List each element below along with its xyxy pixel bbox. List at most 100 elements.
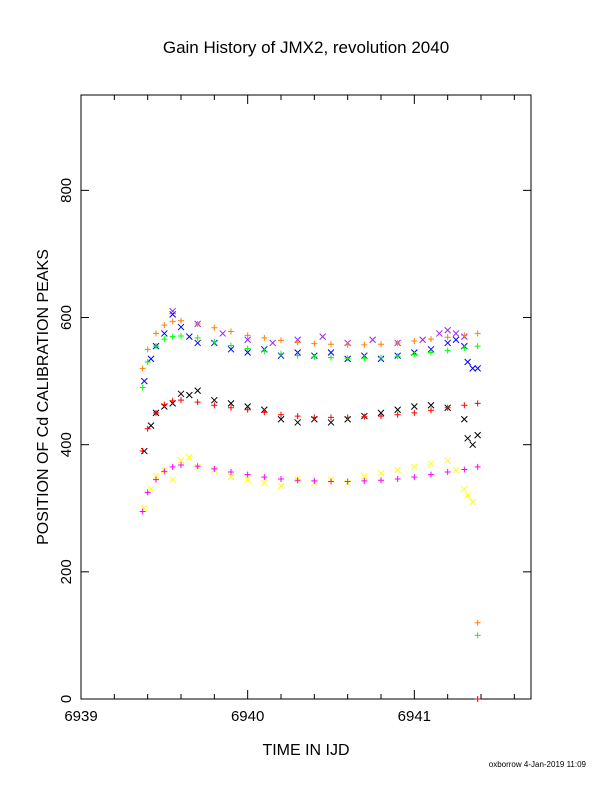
data-point (461, 402, 468, 409)
credit-stamp: oxborrow 4-Jan-2019 11:09 (489, 760, 587, 769)
data-point (177, 323, 185, 331)
data-point (444, 334, 451, 341)
data-point (444, 347, 451, 354)
data-point (369, 336, 377, 344)
data-point (344, 355, 351, 362)
data-point (474, 696, 481, 702)
data-point (169, 463, 176, 470)
data-point (378, 341, 384, 348)
data-point (444, 457, 452, 464)
data-point (139, 508, 146, 515)
data-point (269, 339, 277, 347)
data-point (427, 460, 435, 468)
data-point (144, 346, 151, 353)
data-point (311, 477, 318, 484)
data-point (194, 463, 201, 470)
data-point (344, 478, 351, 485)
data-point (139, 365, 146, 372)
data-point (344, 341, 351, 348)
data-point (147, 422, 155, 429)
data-point (294, 413, 301, 420)
data-point (327, 419, 335, 426)
plot-frame (80, 94, 532, 700)
data-point (144, 489, 151, 496)
data-point (377, 409, 385, 417)
data-point (419, 336, 427, 344)
data-point (328, 414, 334, 421)
data-point (428, 407, 434, 414)
data-point (140, 377, 148, 385)
data-point (469, 498, 477, 506)
data-point (227, 400, 235, 407)
data-point (428, 349, 434, 356)
data-point (394, 353, 401, 360)
data-point (294, 339, 301, 346)
data-point (394, 339, 401, 346)
data-point (261, 334, 268, 341)
data-point (294, 352, 301, 359)
data-point (460, 415, 468, 423)
data-point (227, 473, 235, 480)
data-point (452, 330, 460, 337)
data-marks (139, 307, 482, 702)
data-point (147, 355, 155, 363)
data-point (260, 479, 268, 487)
x-tick-label: 6940 (231, 708, 264, 725)
data-point (227, 345, 235, 353)
y-tick-label: 200 (58, 559, 75, 584)
data-point (244, 406, 251, 413)
data-point (294, 419, 302, 426)
data-point (153, 476, 159, 483)
data-point (411, 409, 418, 416)
x-axis-label: TIME IN IJD (262, 742, 349, 759)
data-point (178, 397, 184, 404)
data-point (311, 353, 318, 360)
data-point (211, 324, 218, 331)
chart-title: Gain History of JMX2, revolution 2040 (163, 38, 449, 57)
data-point (474, 330, 481, 337)
data-point (185, 333, 193, 340)
data-point (261, 409, 268, 416)
data-point (244, 349, 252, 356)
data-point (474, 463, 481, 470)
data-point (394, 411, 401, 418)
data-point (219, 330, 227, 337)
data-point (410, 403, 418, 410)
axis-ticks: 0 200 400 600 800 6939 6940 6941 (58, 95, 531, 725)
data-point (411, 351, 418, 358)
data-point (474, 400, 481, 407)
data-point (244, 345, 251, 352)
data-point (194, 320, 201, 327)
data-point (244, 403, 252, 410)
data-point (461, 345, 468, 352)
data-point (278, 476, 284, 483)
data-point (177, 390, 185, 398)
data-point (294, 477, 301, 484)
data-point (311, 340, 318, 347)
x-tick-label: 6939 (64, 708, 97, 725)
data-point (435, 330, 443, 337)
data-point (228, 404, 234, 411)
data-point (328, 478, 334, 485)
data-point (410, 463, 418, 471)
y-tick-label: 600 (58, 305, 75, 330)
data-point (474, 632, 481, 639)
data-point (178, 462, 184, 469)
data-point (328, 341, 334, 348)
data-point (469, 441, 477, 449)
data-point (244, 476, 252, 484)
data-point (211, 338, 218, 345)
data-point (474, 365, 482, 372)
data-point (327, 349, 335, 356)
series-0 (140, 310, 482, 385)
series-4 (140, 387, 482, 455)
data-point (378, 477, 384, 484)
data-point (161, 336, 168, 343)
data-point (474, 431, 482, 439)
data-point (194, 399, 201, 406)
data-point (311, 414, 318, 421)
data-point (378, 354, 384, 361)
data-point (361, 355, 368, 362)
